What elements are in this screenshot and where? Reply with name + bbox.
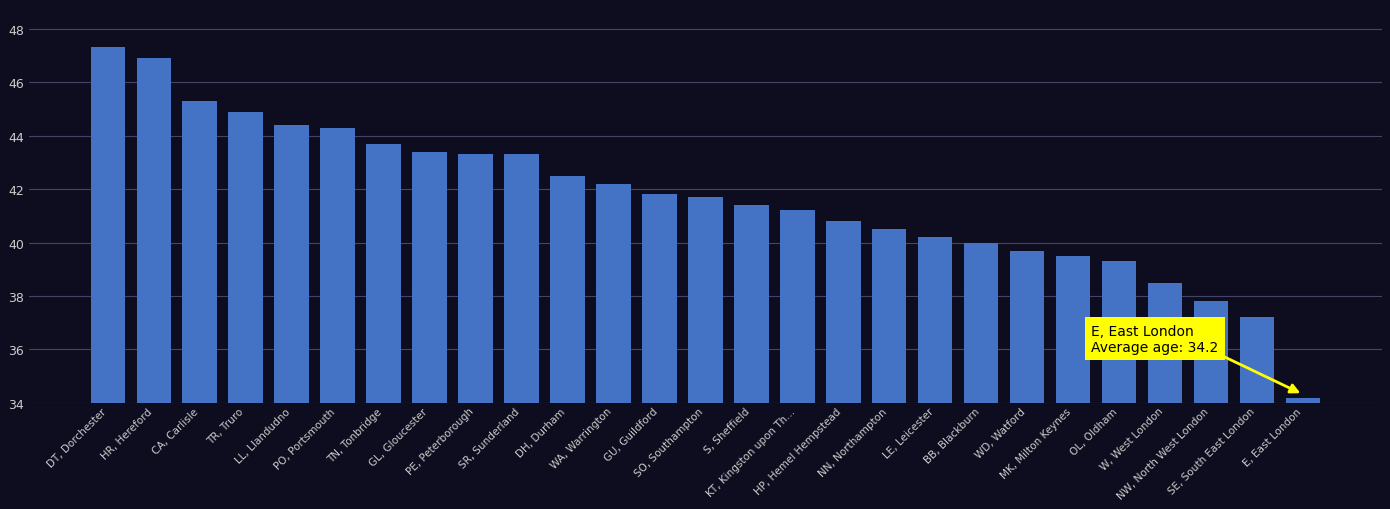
- Bar: [596, 184, 631, 509]
- Bar: [505, 155, 539, 509]
- Bar: [780, 211, 815, 509]
- Bar: [182, 102, 217, 509]
- Bar: [1011, 251, 1044, 509]
- Bar: [872, 230, 906, 509]
- Text: E, East London
Average age: 34.2: E, East London Average age: 34.2: [1091, 324, 1219, 354]
- Bar: [1102, 262, 1136, 509]
- Bar: [413, 152, 446, 509]
- Bar: [136, 59, 171, 509]
- Bar: [90, 48, 125, 509]
- Bar: [688, 197, 723, 509]
- Bar: [734, 206, 769, 509]
- Bar: [1240, 318, 1275, 509]
- Bar: [963, 243, 998, 509]
- Bar: [826, 222, 860, 509]
- Bar: [228, 112, 263, 509]
- Bar: [367, 145, 400, 509]
- Bar: [1148, 283, 1183, 509]
- Bar: [459, 155, 493, 509]
- Bar: [1194, 302, 1229, 509]
- Bar: [274, 126, 309, 509]
- Bar: [917, 238, 952, 509]
- Bar: [1056, 257, 1090, 509]
- Bar: [642, 195, 677, 509]
- Bar: [550, 177, 585, 509]
- Bar: [1286, 398, 1320, 509]
- Bar: [320, 128, 354, 509]
